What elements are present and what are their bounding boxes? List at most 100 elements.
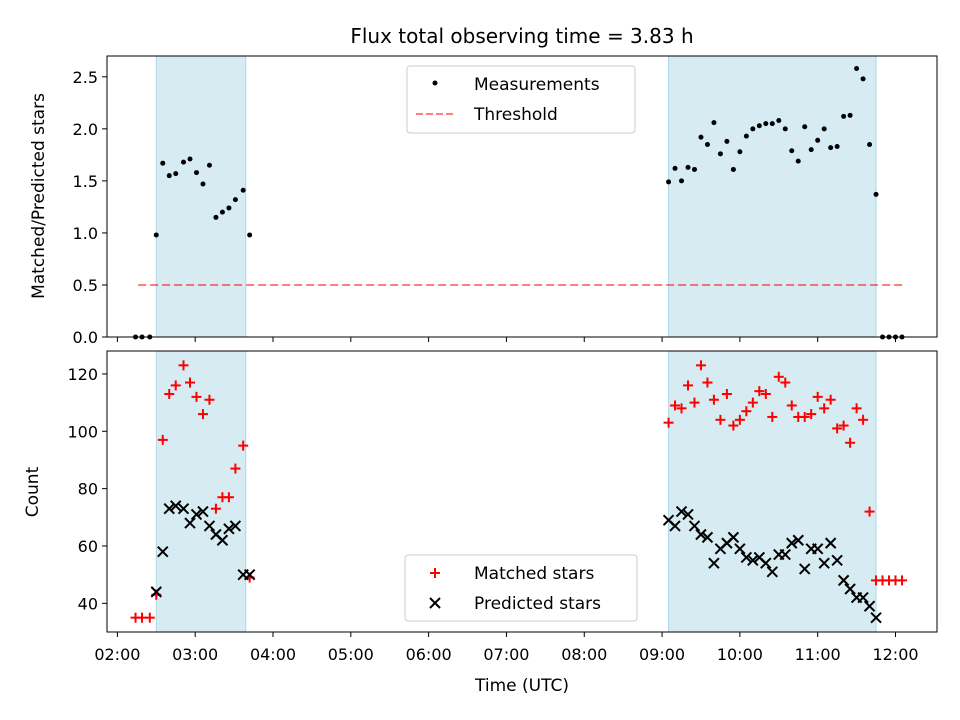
predicted-star-point [824,537,837,549]
measurement-point [200,181,206,187]
predicted-star-point [779,548,791,561]
top-axes-frame [106,55,938,338]
predicted-star-point [734,543,746,555]
measurement-point [789,148,795,154]
matched-star-point [806,409,817,420]
measurement-point [666,179,672,185]
predicted-star-point [190,508,203,521]
shaded-interval [668,351,877,632]
measurement-point [873,191,879,197]
predicted-star-point [701,531,714,544]
measurement-point [219,209,225,215]
matched-star-point [799,411,810,422]
x-tick-label: 11:00 [795,645,841,664]
matched-star-point [825,394,836,405]
predicted-stars-points [150,500,882,624]
top-shaded-intervals [155,56,877,337]
x-tick-label: 07:00 [483,645,529,664]
matched-star-point [760,389,771,400]
matched-star-point [754,386,765,397]
matched-star-point [780,377,791,388]
predicted-star-point [863,600,876,612]
measurement-point [860,76,866,82]
top-y-ticks: 0.0 0.5 1.0 1.5 2.0 2.5 [73,68,107,347]
measurement-point [763,121,769,127]
matched-star-point [670,400,681,411]
matched-star-point [838,420,849,431]
matched-star-point [185,377,195,388]
bottom-panel: 40 60 80 100 120 02:00 03:00 04:00 05:00 06:00 07… [23,350,938,696]
matched-star-point [728,420,739,431]
top-legend: Measurements Threshold [406,65,636,134]
matched-star-point [191,391,202,402]
y-tick-label: 60 [78,537,98,556]
x-tick-label: 09:00 [639,645,685,664]
measurement-point [730,166,736,172]
matched-star-point [676,403,687,414]
predicted-star-point [799,563,811,575]
predicted-star-point [831,554,843,567]
matched-star-point [741,406,752,417]
legend-matched-label: Matched stars [474,564,594,584]
x-tick-label: 04:00 [250,645,296,664]
matched-star-point [157,434,168,445]
x-tick-label: 03:00 [172,645,218,664]
legend-measurements-label: Measurements [474,75,600,95]
predicted-star-point [747,554,759,567]
bottom-y-axis-label: Count [23,466,43,517]
measurement-point [679,178,685,184]
x-tick-label: 08:00 [561,645,607,664]
y-tick-label: 120 [67,365,98,384]
predicted-star-point [695,528,707,541]
matched-star-point [683,380,693,391]
measurement-point [795,158,801,164]
predicted-star-point [760,557,772,569]
matched-star-point [238,440,249,451]
legend-predicted-marker [429,597,441,609]
measurement-point [815,137,821,143]
matched-star-point [715,414,726,425]
matched-star-point [144,612,155,623]
measurement-point [181,159,187,165]
measurement-point [847,112,853,118]
measurement-point [717,151,723,157]
shaded-interval [156,56,246,337]
bottom-y-ticks: 40 60 80 100 120 [67,365,107,613]
matched-star-point [767,411,778,422]
predicted-star-point [837,574,850,587]
predicted-star-point [223,523,235,535]
y-tick-label: 2.5 [73,68,98,87]
top-legend-box [406,65,636,134]
top-panel: 0.0 0.5 1.0 1.5 2.0 2.5 Matched/Predicted sta… [29,55,938,347]
measurement-point [226,205,232,211]
matched-star-point [695,360,706,371]
matched-star-point [819,403,830,414]
matched-star-point [223,492,234,503]
measurement-point [737,149,743,155]
measurement-point [828,145,834,151]
measurement-point [160,160,166,166]
predicted-star-point [229,520,242,532]
predicted-star-point [682,508,694,521]
matched-star-point [210,503,221,514]
predicted-star-point [150,586,162,598]
y-tick-label: 0.0 [73,328,98,347]
legend-threshold-label: Threshold [473,105,558,125]
x-tick-label: 06:00 [406,645,452,664]
predicted-star-point [870,611,882,624]
matched-star-point [747,397,758,408]
measurement-point [808,147,814,153]
x-tick-label: 05:00 [328,645,374,664]
matched-star-point [851,403,862,414]
matched-star-point [832,423,843,434]
bottom-axes-frame [106,350,938,633]
matched-star-point [689,397,700,408]
matched-star-point [858,414,869,425]
predicted-star-point [844,583,856,595]
measurement-point [841,113,847,119]
measurement-point [704,141,710,147]
measurement-point [247,232,253,238]
matched-star-point [721,389,732,400]
matched-star-point [773,371,784,382]
